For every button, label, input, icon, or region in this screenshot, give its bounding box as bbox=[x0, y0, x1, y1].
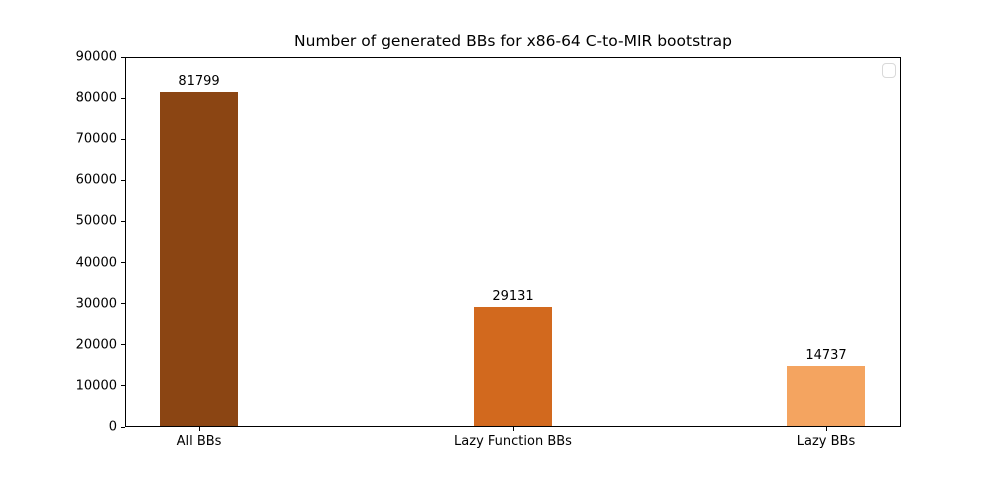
y-tick-mark bbox=[121, 344, 125, 346]
x-tick-label: Lazy BBs bbox=[796, 434, 856, 449]
y-tick-label: 50000 bbox=[75, 213, 117, 229]
y-tick-mark bbox=[121, 179, 125, 181]
chart-title: Number of generated BBs for x86-64 C-to-… bbox=[294, 32, 732, 50]
y-tick-label: 80000 bbox=[75, 90, 117, 106]
y-tick-label: 90000 bbox=[75, 49, 117, 65]
x-tick-mark bbox=[513, 427, 514, 431]
bar-value-label: 81799 bbox=[178, 73, 220, 89]
y-tick-mark bbox=[121, 56, 125, 58]
x-tick-mark bbox=[199, 427, 200, 431]
y-tick-label: 10000 bbox=[75, 378, 117, 394]
plot-area: 81799 29131 14737 bbox=[125, 57, 901, 427]
y-tick-label: 70000 bbox=[75, 131, 117, 147]
x-tick-label: All BBs bbox=[176, 434, 222, 449]
bar-lazy-function-bbs bbox=[474, 306, 552, 426]
legend-box bbox=[882, 63, 896, 78]
y-tick-mark bbox=[121, 262, 125, 264]
y-tick-label: 0 bbox=[108, 419, 117, 435]
y-tick-label: 30000 bbox=[75, 296, 117, 312]
y-tick-label: 20000 bbox=[75, 337, 117, 353]
x-tick-mark bbox=[826, 427, 827, 431]
y-tick-label: 40000 bbox=[75, 255, 117, 271]
x-tick-label: Lazy Function BBs bbox=[454, 434, 572, 449]
bar-lazy-bbs bbox=[787, 365, 865, 426]
y-tick-mark bbox=[121, 138, 125, 140]
y-tick-label: 60000 bbox=[75, 172, 117, 188]
y-tick-mark bbox=[121, 385, 125, 387]
y-tick-mark bbox=[121, 426, 125, 428]
y-tick-mark bbox=[121, 303, 125, 305]
y-tick-mark bbox=[121, 97, 125, 99]
bar-all-bbs bbox=[160, 91, 238, 426]
bar-value-label: 29131 bbox=[492, 288, 534, 304]
bar-value-label: 14737 bbox=[805, 347, 847, 363]
y-tick-mark bbox=[121, 220, 125, 222]
